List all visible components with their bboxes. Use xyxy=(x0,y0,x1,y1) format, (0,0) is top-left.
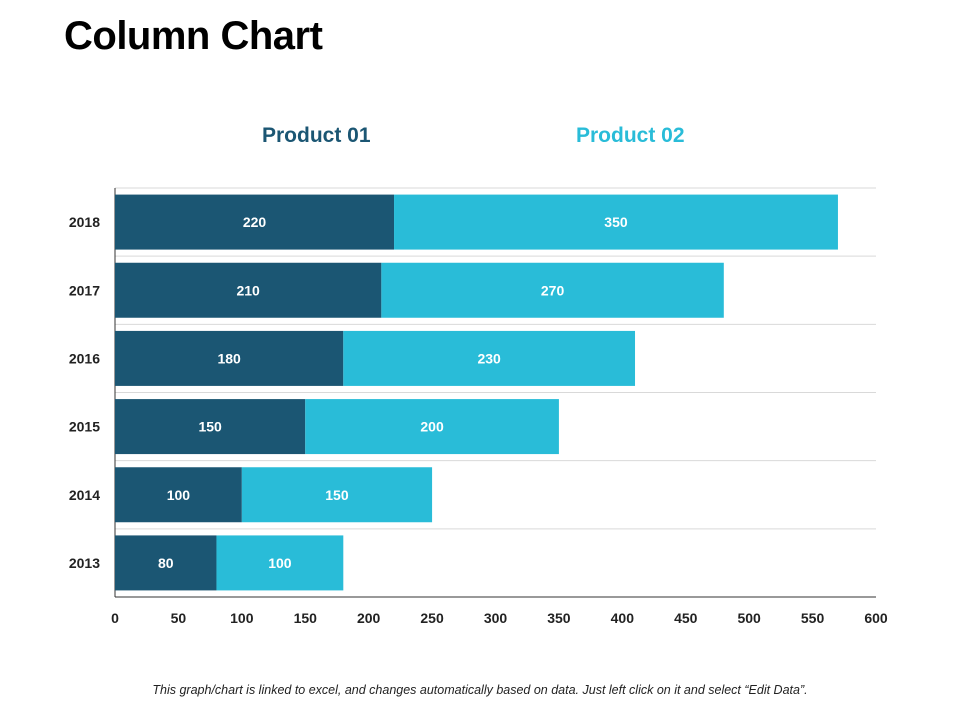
page-title: Column Chart xyxy=(64,14,323,58)
x-tick-label: 250 xyxy=(420,610,444,626)
bar-product-01 xyxy=(115,467,242,523)
x-tick-label: 150 xyxy=(294,610,318,626)
legend-product-02: Product 02 xyxy=(576,124,685,147)
x-tick-label: 200 xyxy=(357,610,381,626)
bar-product-01 xyxy=(115,399,306,455)
x-tick-label: 350 xyxy=(547,610,571,626)
data-label: 210 xyxy=(236,282,260,298)
bar-product-01 xyxy=(115,262,382,318)
bar-product-01 xyxy=(115,194,395,250)
x-tick-label: 450 xyxy=(674,610,698,626)
bar-product-02 xyxy=(305,399,559,455)
data-label: 220 xyxy=(243,214,267,230)
data-label: 100 xyxy=(268,555,292,571)
x-tick-label: 600 xyxy=(864,610,888,626)
data-label: 350 xyxy=(604,214,628,230)
data-label: 270 xyxy=(541,282,565,298)
x-tick-label: 400 xyxy=(611,610,635,626)
bar-product-02 xyxy=(394,194,838,250)
y-tick-label: 2017 xyxy=(69,282,100,298)
y-tick-label: 2016 xyxy=(69,350,100,366)
x-tick-label: 300 xyxy=(484,610,508,626)
x-tick-label: 550 xyxy=(801,610,825,626)
bar-product-02 xyxy=(343,330,636,386)
legend-product-01: Product 01 xyxy=(262,124,371,147)
data-label: 200 xyxy=(420,419,444,435)
x-tick-label: 50 xyxy=(171,610,187,626)
y-tick-label: 2015 xyxy=(69,419,100,435)
data-label: 150 xyxy=(198,419,222,435)
data-label: 150 xyxy=(325,487,349,503)
x-tick-label: 100 xyxy=(230,610,254,626)
data-label: 100 xyxy=(167,487,191,503)
data-label: 180 xyxy=(217,350,241,366)
footer-note: This graph/chart is linked to excel, and… xyxy=(152,683,808,697)
data-label: 80 xyxy=(158,555,174,571)
x-tick-label: 500 xyxy=(737,610,761,626)
bar-product-02 xyxy=(216,535,344,591)
bar-product-01 xyxy=(115,330,344,386)
y-tick-label: 2018 xyxy=(69,214,100,230)
bar-product-02 xyxy=(381,262,724,318)
bar-product-02 xyxy=(241,467,433,523)
y-tick-label: 2014 xyxy=(69,487,100,503)
data-label: 230 xyxy=(477,350,501,366)
bar-product-01 xyxy=(115,535,217,591)
y-tick-label: 2013 xyxy=(69,555,100,571)
x-tick-label: 0 xyxy=(111,610,119,626)
